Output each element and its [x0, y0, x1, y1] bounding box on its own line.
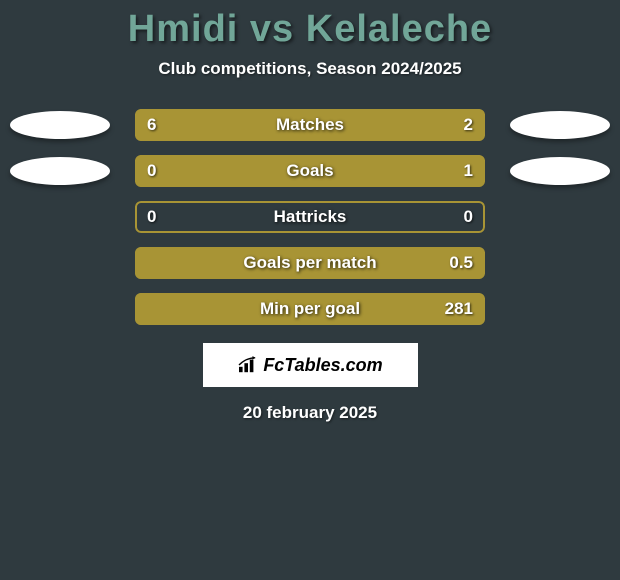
stat-bar: 0Hattricks0 [135, 201, 485, 233]
stat-row: 6Matches2 [0, 109, 620, 141]
stat-label: Hattricks [135, 207, 485, 227]
player2-disc [510, 157, 610, 185]
logo-text: FcTables.com [263, 355, 382, 376]
right-value: 0 [464, 207, 473, 227]
stat-label: Goals [135, 161, 485, 181]
player1-name: Hmidi [128, 8, 239, 50]
player1-disc [10, 157, 110, 185]
stats-area: 6Matches20Goals10Hattricks0Goals per mat… [0, 109, 620, 325]
stat-bar: Min per goal281 [135, 293, 485, 325]
stat-bar: 6Matches2 [135, 109, 485, 141]
stat-row: Goals per match0.5 [0, 247, 620, 279]
stat-bar: 0Goals1 [135, 155, 485, 187]
date-text: 20 february 2025 [0, 403, 620, 423]
right-value: 2 [464, 115, 473, 135]
stat-row: 0Hattricks0 [0, 201, 620, 233]
player2-name: Kelaleche [306, 8, 492, 50]
vs-text: vs [250, 8, 294, 50]
logo-box: FcTables.com [203, 343, 418, 387]
right-value: 1 [464, 161, 473, 181]
stat-label: Min per goal [135, 299, 485, 319]
stat-row: 0Goals1 [0, 155, 620, 187]
stat-label: Matches [135, 115, 485, 135]
page-title: Hmidi vs Kelaleche [0, 0, 620, 51]
stat-bar: Goals per match0.5 [135, 247, 485, 279]
subtitle: Club competitions, Season 2024/2025 [0, 59, 620, 79]
right-value: 281 [445, 299, 473, 319]
chart-icon [237, 356, 259, 374]
comparison-card: Hmidi vs Kelaleche Club competitions, Se… [0, 0, 620, 580]
stat-label: Goals per match [135, 253, 485, 273]
right-value: 0.5 [449, 253, 473, 273]
player2-disc [510, 111, 610, 139]
player1-disc [10, 111, 110, 139]
stat-row: Min per goal281 [0, 293, 620, 325]
